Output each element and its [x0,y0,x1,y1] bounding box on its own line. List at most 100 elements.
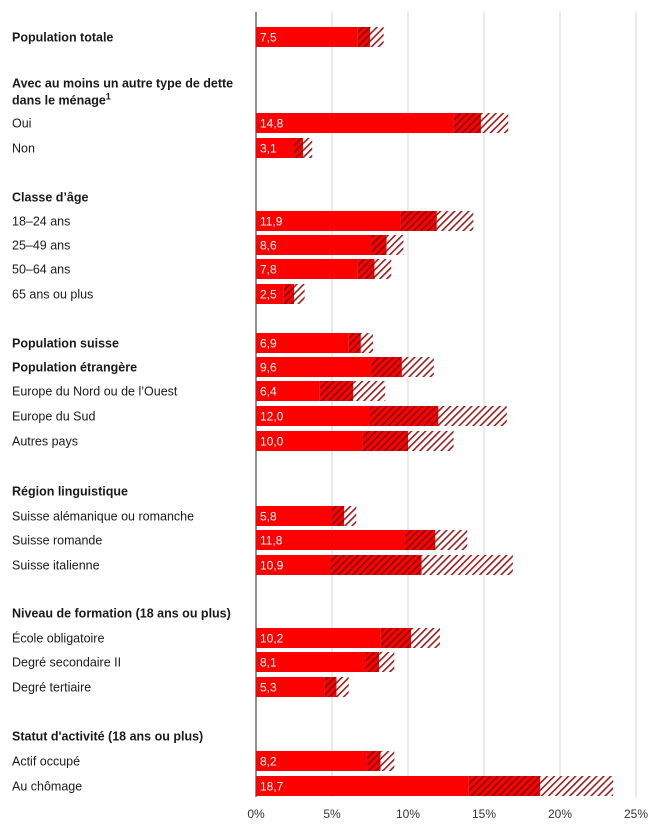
category-label: Statut d'activité (18 ans ou plus) [12,730,203,744]
bar [256,235,372,255]
data-label: 8,2 [260,755,277,769]
confidence-interval-upper [379,652,395,672]
confidence-interval-lower [330,555,422,575]
confidence-interval-upper [344,506,357,526]
bar [256,27,358,47]
confidence-interval-upper [480,113,509,133]
data-label: 6,4 [260,385,277,399]
bar [256,406,370,426]
confidence-interval-lower [370,406,439,426]
category-label: Région linguistique [12,485,128,499]
confidence-interval-upper [421,555,513,575]
confidence-interval-lower [380,628,412,648]
category-label: Au chômage [12,780,82,794]
x-tick-label: 10% [396,807,420,821]
data-label: 5,8 [260,510,277,524]
confidence-interval-upper [336,677,349,697]
x-tick-label: 5% [323,807,341,821]
category-label: Suisse alémanique ou romanche [12,510,194,524]
confidence-interval-upper [303,138,313,158]
bar [256,677,325,697]
bar [256,138,294,158]
confidence-interval-upper [353,381,386,401]
bar [256,530,405,550]
data-label: 8,1 [260,656,277,670]
confidence-interval-lower [365,652,380,672]
category-label: Degré secondaire II [12,656,121,670]
category-label: dans le ménage1 [12,92,111,108]
data-label: 14,8 [260,117,284,131]
confidence-interval-upper [408,431,454,451]
x-tick-label: 15% [472,807,496,821]
confidence-interval-lower [366,751,381,771]
confidence-interval-upper [540,776,614,796]
confidence-interval-upper [386,235,404,255]
bar [256,652,366,672]
category-label: Population suisse [12,337,119,351]
confidence-interval-lower [371,235,387,255]
confidence-interval-upper [411,628,440,648]
confidence-interval-upper [360,333,374,353]
data-label: 6,9 [260,337,277,351]
confidence-interval-upper [435,530,468,550]
confidence-interval-lower [453,113,481,133]
confidence-interval-upper [294,284,305,304]
confidence-interval-lower [283,284,294,304]
category-label: Europe du Nord ou de l’Ouest [12,385,178,399]
category-label: 18–24 ans [12,215,70,229]
confidence-interval-upper [436,211,474,231]
confidence-interval-lower [357,259,375,279]
bar [256,333,349,353]
data-label: 7,5 [260,31,277,45]
bars: 7,5 14,8 3,1 11,9 8,6 7,8 2,5 6,9 9,6 6,4 12,0 10,0… [256,27,614,796]
confidence-interval-upper [370,27,384,47]
data-label: 3,1 [260,142,277,156]
footnote-marker: 1 [106,92,111,102]
confidence-interval-lower [294,138,304,158]
confidence-interval-lower [404,530,436,550]
data-label: 11,8 [260,534,283,548]
x-axis-ticks: 0% 5% 10% 15% 20% 25% [247,807,648,821]
confidence-interval-lower [468,776,541,796]
category-label: Population totale [12,31,113,45]
data-label: 8,6 [260,239,277,253]
confidence-interval-lower [362,431,408,451]
data-label: 11,9 [260,215,283,229]
bar [256,113,454,133]
x-tick-label: 0% [247,807,265,821]
confidence-interval-lower [357,27,370,47]
x-tick-label: 25% [624,807,648,821]
confidence-interval-lower [400,211,437,231]
bar [256,381,320,401]
confidence-interval-lower [332,506,345,526]
category-labels: Population totale Avec au moins un autre … [12,31,233,794]
bar [256,506,332,526]
category-label: Oui [12,117,31,131]
category-label: Non [12,142,35,156]
data-label: 7,8 [260,263,277,277]
category-label: Avec au moins un autre type de dette [12,77,233,91]
category-label: Suisse italienne [12,559,100,573]
data-label: 2,5 [260,288,277,302]
category-label: Classe d’âge [12,191,88,205]
category-label: Population étrangère [12,361,137,375]
confidence-interval-lower [324,677,337,697]
bar [256,259,358,279]
category-label: 65 ans ou plus [12,288,93,302]
bar [256,284,284,304]
data-label: 10,0 [260,435,284,449]
data-label: 10,2 [260,632,284,646]
category-label: Europe du Sud [12,410,95,424]
confidence-interval-upper [380,751,395,771]
data-label: 5,3 [260,681,277,695]
confidence-interval-upper [374,259,392,279]
x-tick-label: 20% [548,807,572,821]
confidence-interval-lower [348,333,361,353]
bar [256,431,363,451]
category-label: Actif occupé [12,755,80,769]
confidence-interval-lower [371,357,402,377]
category-label: 50–64 ans [12,263,70,277]
bar [256,776,469,796]
data-label: 12,0 [260,410,284,424]
